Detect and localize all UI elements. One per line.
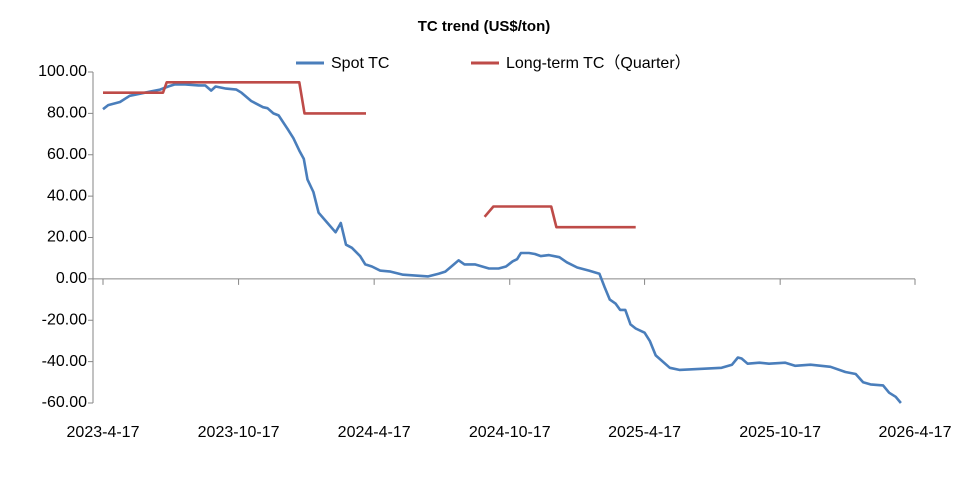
y-tick-label: -40.00 (42, 353, 87, 370)
y-tick-label: -20.00 (42, 311, 87, 328)
x-tick-label: 2025-4-17 (608, 424, 681, 441)
y-tick-label: 100.00 (38, 63, 87, 80)
y-tick-label: 0.00 (56, 270, 87, 287)
x-tick-label: 2024-4-17 (338, 424, 411, 441)
y-tick-label: 20.00 (47, 229, 87, 246)
chart-title: TC trend (US$/ton) (418, 18, 551, 35)
x-tick-label: 2026-4-17 (879, 424, 952, 441)
legend-label: Long-term TC（Quarter） (506, 54, 691, 72)
x-tick-label: 2025-10-17 (739, 424, 821, 441)
x-tick-label: 2024-10-17 (469, 424, 551, 441)
x-tick-label: 2023-10-17 (198, 424, 280, 441)
series-line (102, 83, 902, 404)
x-tick-label: 2023-4-17 (67, 424, 140, 441)
y-tick-label: 60.00 (47, 146, 87, 163)
y-tick-label: 40.00 (47, 187, 87, 204)
legend-label: Spot TC (331, 55, 389, 72)
y-tick-label: 80.00 (47, 105, 87, 122)
series-line (103, 81, 636, 229)
y-tick-label: -60.00 (42, 394, 87, 411)
